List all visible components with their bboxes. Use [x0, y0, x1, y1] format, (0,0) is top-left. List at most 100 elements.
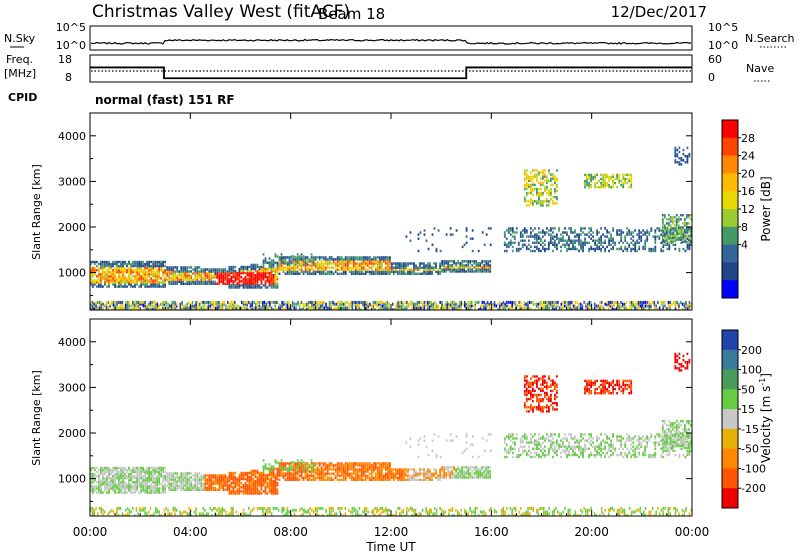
- data-cell: [158, 483, 160, 486]
- data-cell: [170, 270, 173, 273]
- data-cell: [278, 264, 281, 267]
- data-cell: [106, 279, 108, 282]
- data-cell: [395, 306, 397, 310]
- data-cell: [266, 492, 269, 495]
- data-cell: [192, 268, 195, 271]
- data-cell: [146, 275, 148, 278]
- data-cell: [152, 285, 154, 288]
- data-cell: [146, 264, 148, 268]
- data-cell: [324, 256, 327, 259]
- data-cell: [366, 464, 369, 467]
- data-cell: [597, 304, 599, 308]
- data-cell: [184, 282, 187, 285]
- data-cell: [467, 302, 469, 306]
- data-cell: [336, 258, 339, 261]
- data-cell: [515, 247, 518, 251]
- data-cell: [248, 276, 251, 279]
- data-cell: [284, 474, 287, 477]
- data-cell: [248, 280, 251, 283]
- data-cell: [238, 475, 241, 479]
- data-cell: [248, 475, 251, 479]
- data-cell: [630, 177, 633, 181]
- data-cell: [150, 273, 152, 276]
- data-cell: [462, 302, 464, 306]
- data-cell: [560, 237, 562, 240]
- data-cell: [336, 266, 339, 269]
- data-cell: [525, 187, 528, 191]
- data-cell: [483, 243, 486, 246]
- data-cell: [362, 260, 365, 263]
- data-cell: [342, 272, 345, 275]
- data-cell: [236, 480, 239, 483]
- data-cell: [350, 462, 353, 465]
- data-cell: [232, 486, 235, 489]
- data-cell: [176, 302, 178, 306]
- data-cell: [342, 302, 345, 306]
- data-cell: [256, 300, 259, 304]
- data-cell: [132, 300, 134, 304]
- data-cell: [274, 269, 277, 273]
- data-cell: [330, 304, 332, 308]
- data-cell: [108, 279, 110, 282]
- data-cell: [146, 468, 148, 472]
- data-cell: [579, 306, 582, 310]
- data-cell: [669, 224, 672, 227]
- data-cell: [98, 477, 100, 480]
- data-cell: [154, 483, 156, 486]
- data-cell: [110, 470, 112, 474]
- data-cell: [240, 486, 243, 489]
- data-cell: [588, 302, 591, 306]
- data-cell: [202, 474, 205, 477]
- data-cell: [104, 485, 106, 488]
- data-cell: [256, 475, 259, 479]
- data-cell: [142, 271, 144, 274]
- data-cell: [401, 264, 403, 267]
- data-cell: [270, 263, 273, 266]
- data-cell: [254, 284, 257, 287]
- data-cell: [457, 266, 459, 269]
- data-cell: [471, 270, 474, 273]
- data-cell: [158, 281, 160, 284]
- data-cell: [258, 267, 261, 271]
- data-cell: [100, 485, 102, 488]
- data-cell: [611, 300, 613, 304]
- data-cell: [196, 276, 199, 279]
- data-cell: [615, 300, 617, 304]
- data-cell: [248, 471, 251, 475]
- data-cell: [248, 286, 251, 289]
- data-cell: [226, 280, 229, 283]
- data-cell: [328, 272, 331, 275]
- data-cell: [249, 304, 252, 308]
- data-cell: [182, 278, 185, 281]
- data-cell: [124, 281, 126, 284]
- data-cell: [622, 304, 624, 308]
- data-cell: [411, 300, 413, 304]
- data-cell: [164, 281, 166, 284]
- data-cell: [170, 272, 173, 275]
- data-cell: [93, 302, 95, 306]
- data-cell: [184, 276, 187, 279]
- data-cell: [481, 268, 484, 271]
- data-cell: [180, 274, 183, 277]
- data-cell: [102, 262, 104, 266]
- data-cell: [194, 276, 197, 279]
- data-cell: [606, 181, 608, 185]
- data-cell: [170, 266, 173, 269]
- data-cell: [197, 300, 199, 304]
- data-cell: [322, 256, 325, 259]
- data-cell: [242, 280, 245, 283]
- data-cell: [246, 271, 249, 275]
- data-cell: [116, 269, 118, 272]
- data-cell: [224, 276, 227, 279]
- data-cell: [226, 488, 229, 491]
- data-cell: [144, 479, 146, 482]
- data-cell: [511, 306, 513, 310]
- data-cell: [318, 302, 320, 306]
- data-cell: [98, 279, 100, 282]
- data-cell: [144, 489, 146, 492]
- data-cell: [534, 249, 536, 253]
- data-cell: [690, 227, 692, 230]
- data-cell: [204, 282, 207, 285]
- data-cell: [606, 304, 608, 308]
- data-cell: [280, 462, 283, 465]
